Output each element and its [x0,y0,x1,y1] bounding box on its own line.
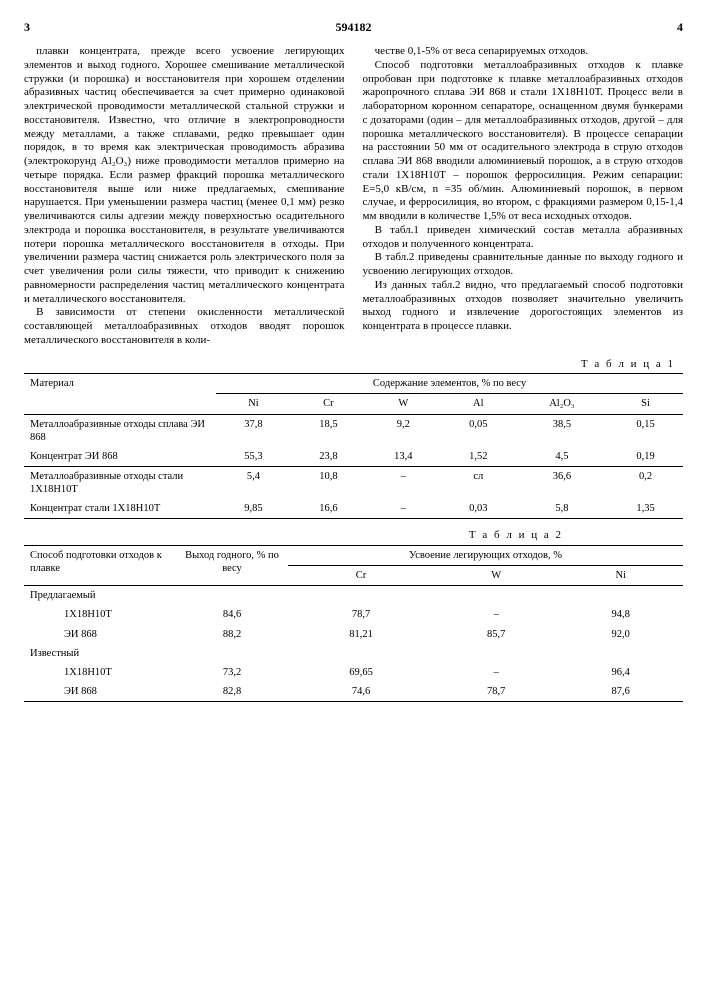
cell: 10,8 [291,466,366,499]
t1-col: Al₂O₃ [516,394,608,414]
t1-col: Si [608,394,683,414]
cell: – [434,605,558,624]
page-header: 3 594182 4 [24,20,683,35]
t1-col: Al [441,394,516,414]
cell: Концентрат стали 1Х18Н10Т [24,499,216,519]
t2-h-method: Способ подготовки отходов к плавке [24,546,176,586]
cell: 1Х18Н10Т [24,605,176,624]
paragraph: В табл.1 приведен химический состав мета… [363,224,684,252]
table-row: Металлоабразивные отходы стали 1Х18Н10Т … [24,466,683,499]
page-num-right: 4 [677,20,683,35]
paragraph: плавки концентрата, прежде всего усвоени… [24,45,345,306]
table-row: Предлагаемый [24,586,683,606]
cell: 9,85 [216,499,291,519]
cell: 69,65 [288,663,434,682]
cell: 74,6 [288,682,434,702]
cell: 88,2 [176,625,288,644]
t1-h-material: Материал [24,374,216,414]
paragraph: Из данных табл.2 видно, что предлагаемый… [363,279,684,334]
cell: 18,5 [291,414,366,447]
table1-label: Т а б л и ц а 1 [24,358,675,372]
cell: 9,2 [366,414,441,447]
table-row: Известный [24,644,683,663]
t1-col: Ni [216,394,291,414]
table-1: Материал Содержание элементов, % по весу… [24,373,683,519]
table-row: Концентрат ЭИ 868 55,3 23,8 13,4 1,52 4,… [24,447,683,467]
table2-label: Т а б л и ц а 2 [24,529,563,543]
cell: 0,03 [441,499,516,519]
cell: Концентрат ЭИ 868 [24,447,216,467]
cell: 1,52 [441,447,516,467]
cell: 1,35 [608,499,683,519]
cell: 0,19 [608,447,683,467]
table-row: Концентрат стали 1Х18Н10Т 9,85 16,6 – 0,… [24,499,683,519]
t1-col: W [366,394,441,414]
cell: 1Х18Н10Т [24,663,176,682]
cell: 81,21 [288,625,434,644]
table-row: 1Х18Н10Т 84,6 78,7 – 94,8 [24,605,683,624]
paragraph: честве 0,1-5% от веса сепарируемых отход… [363,45,684,59]
cell: 84,6 [176,605,288,624]
column-right: честве 0,1-5% от веса сепарируемых отход… [363,45,684,348]
cell: 36,6 [516,466,608,499]
cell: – [434,663,558,682]
body-columns: плавки концентрата, прежде всего усвоени… [24,45,683,348]
column-left: плавки концентрата, прежде всего усвоени… [24,45,345,348]
cell: 0,2 [608,466,683,499]
cell: 5,8 [516,499,608,519]
cell: 92,0 [558,625,683,644]
t1-col: Cr [291,394,366,414]
cell: сл [441,466,516,499]
t2-h-yield: Выход годного, % по весу [176,546,288,586]
cell: 55,3 [216,447,291,467]
group-label: Известный [24,644,683,663]
cell: 0,05 [441,414,516,447]
cell: 85,7 [434,625,558,644]
t1-h-span: Содержание элементов, % по весу [216,374,683,394]
table-row: Металлоабразивные отходы сплава ЭИ 868 3… [24,414,683,447]
cell: 23,8 [291,447,366,467]
paragraph: В зависимости от степени окисленности ме… [24,306,345,347]
t2-col: Cr [288,566,434,586]
table-2: Способ подготовки отходов к плавке Выход… [24,545,683,702]
cell: 78,7 [288,605,434,624]
cell: 4,5 [516,447,608,467]
table-row: 1Х18Н10Т 73,2 69,65 – 96,4 [24,663,683,682]
cell: 87,6 [558,682,683,702]
cell: 0,15 [608,414,683,447]
cell: Металлоабразивные отходы стали 1Х18Н10Т [24,466,216,499]
t2-h-span: Усвоение легирующих отходов, % [288,546,683,566]
cell: Металлоабразивные отходы сплава ЭИ 868 [24,414,216,447]
cell: – [366,466,441,499]
group-label: Предлагаемый [24,586,683,606]
cell: 78,7 [434,682,558,702]
cell: – [366,499,441,519]
cell: ЭИ 868 [24,682,176,702]
table-row: ЭИ 868 82,8 74,6 78,7 87,6 [24,682,683,702]
cell: ЭИ 868 [24,625,176,644]
doc-number: 594182 [30,20,677,35]
cell: 5,4 [216,466,291,499]
paragraph: Способ подготовки металлоабразивных отхо… [363,59,684,224]
cell: 94,8 [558,605,683,624]
cell: 73,2 [176,663,288,682]
cell: 13,4 [366,447,441,467]
cell: 96,4 [558,663,683,682]
t2-col: W [434,566,558,586]
cell: 38,5 [516,414,608,447]
cell: 16,6 [291,499,366,519]
cell: 82,8 [176,682,288,702]
paragraph: В табл.2 приведены сравнительные данные … [363,251,684,279]
t2-col: Ni [558,566,683,586]
table-row: ЭИ 868 88,2 81,21 85,7 92,0 [24,625,683,644]
cell: 37,8 [216,414,291,447]
